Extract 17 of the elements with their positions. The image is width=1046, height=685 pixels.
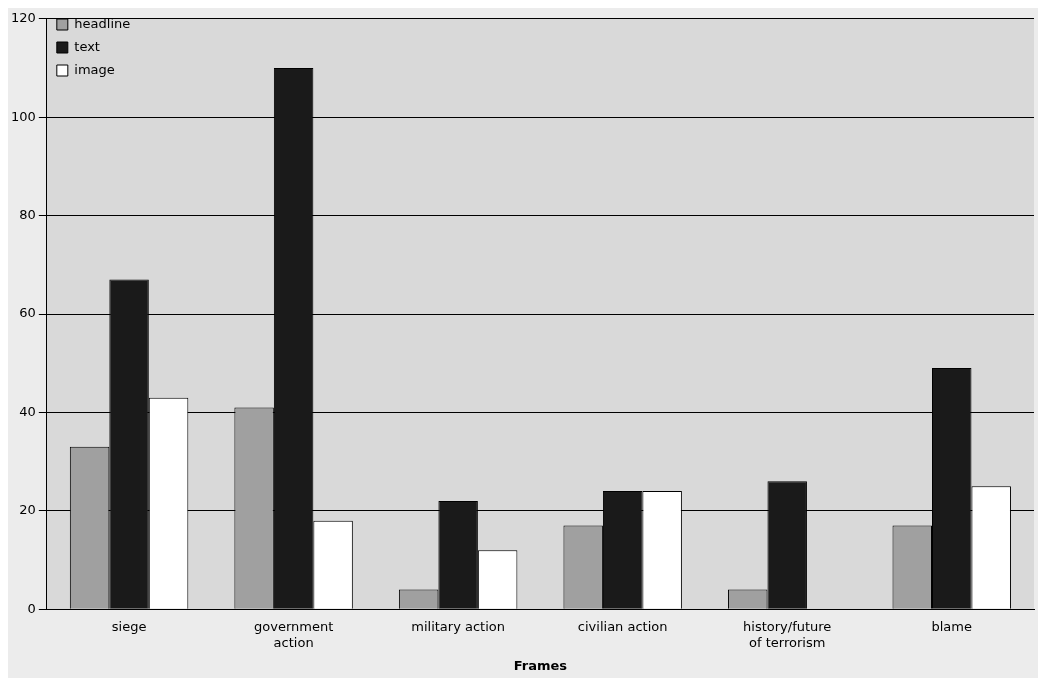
x-tick-label: blame	[931, 619, 972, 635]
x-axis-title: Frames	[513, 657, 568, 673]
x-tick-label: history/future of terrorism	[743, 619, 832, 650]
legend-label: text	[74, 38, 100, 54]
x-tick-label: siege	[111, 619, 147, 635]
legend-label: headline	[74, 15, 131, 31]
y-tick-label: 40	[19, 403, 36, 419]
legend-label: image	[74, 61, 115, 77]
y-tick-label: 20	[19, 502, 36, 518]
y-tick-label: 100	[10, 108, 36, 124]
y-tick-label: 0	[27, 600, 36, 616]
x-tick-label: military action	[411, 619, 506, 635]
x-tick-label: civilian action	[577, 619, 668, 635]
y-tick-label: 60	[19, 305, 36, 321]
y-tick-label: 120	[10, 10, 36, 26]
x-tick-label: government action	[253, 619, 334, 650]
y-tick-label: 80	[19, 206, 36, 222]
